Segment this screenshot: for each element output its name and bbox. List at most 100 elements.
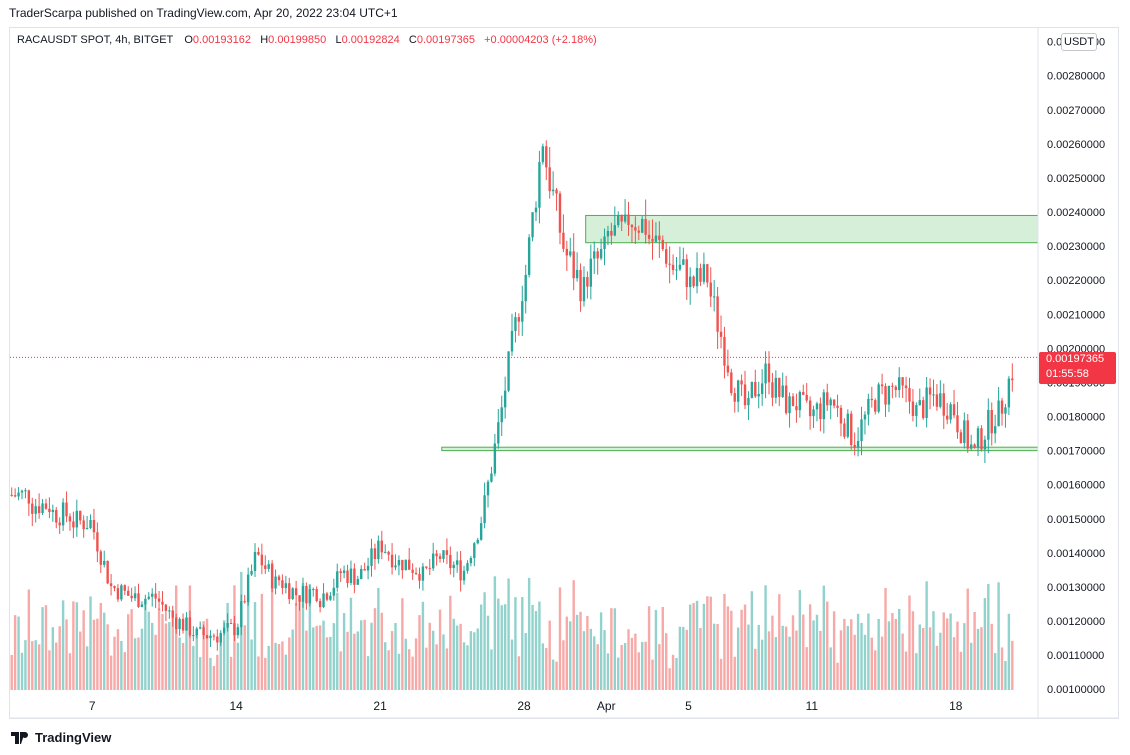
- volume-bar: [322, 620, 325, 690]
- volume-bar: [318, 625, 322, 690]
- candle-body: [212, 635, 216, 637]
- volume-bar: [699, 627, 702, 690]
- candle-body: [497, 422, 500, 444]
- volume-bar: [178, 637, 181, 690]
- candle-body: [325, 593, 329, 600]
- volume-bar: [72, 601, 75, 690]
- volume-bar: [325, 637, 329, 690]
- volume-bar: [264, 657, 267, 690]
- candle-body: [411, 569, 414, 573]
- candle-body: [764, 363, 767, 384]
- volume-bar: [774, 637, 778, 690]
- volume-bar: [853, 634, 856, 690]
- volume-bar: [788, 636, 791, 690]
- candle-body: [716, 296, 719, 332]
- candles: [10, 140, 1014, 651]
- volume-bar: [922, 628, 925, 690]
- volume-bar: [85, 646, 89, 690]
- candle-body: [20, 490, 24, 493]
- candle-body: [394, 565, 397, 568]
- candle-body: [298, 595, 301, 602]
- candle-body: [490, 473, 493, 482]
- volume-bar: [346, 631, 349, 690]
- candle-body: [486, 481, 490, 496]
- candle-body: [630, 224, 634, 228]
- volume-bar: [387, 650, 390, 690]
- volume-bar: [534, 611, 538, 690]
- candle-body: [815, 403, 819, 410]
- high-label: H: [260, 34, 269, 46]
- candle-body: [274, 576, 277, 589]
- volume-bar: [647, 606, 651, 690]
- volume-bar: [404, 638, 407, 690]
- candle-body: [891, 385, 894, 387]
- volume-bar: [1007, 613, 1011, 690]
- volume-bar: [58, 626, 61, 690]
- volume-bar: [901, 633, 904, 690]
- volume-bar: [993, 653, 997, 690]
- candle-body: [147, 596, 150, 599]
- last-price-tag: 0.00197365 01:55:58: [1039, 352, 1116, 384]
- candle-body: [760, 383, 764, 395]
- volume-bar: [928, 627, 932, 690]
- volume-bar: [620, 644, 623, 690]
- price-tick-label: 0.00250000: [1047, 173, 1105, 185]
- candle-body: [34, 506, 37, 514]
- volume-bar: [808, 604, 812, 690]
- volume-bar: [716, 624, 719, 690]
- price-tick-label: 0.00230000: [1047, 241, 1105, 253]
- candle-body: [942, 393, 945, 416]
- candle-body: [791, 396, 795, 407]
- volume-bar: [956, 621, 959, 690]
- tradingview-branding[interactable]: TradingView: [11, 730, 111, 745]
- volume-bar: [952, 637, 956, 690]
- price-tick-label: 0.00130000: [1047, 582, 1105, 594]
- candle-body: [527, 237, 531, 275]
- volume-bar: [277, 644, 281, 690]
- candle-body: [404, 559, 407, 571]
- volume-bar: [260, 593, 264, 690]
- candle-body: [839, 407, 843, 424]
- candle-body: [593, 251, 596, 259]
- candle-body: [654, 235, 658, 242]
- candle-body: [877, 384, 880, 412]
- volume-bar: [969, 642, 973, 690]
- volume-bar: [558, 587, 562, 690]
- volume-bar: [517, 656, 521, 690]
- volume-bar: [185, 617, 188, 690]
- candle-body: [822, 392, 826, 420]
- candle-body: [507, 351, 510, 391]
- candle-body: [935, 394, 939, 407]
- volume-bar: [730, 610, 733, 690]
- candle-body: [551, 189, 555, 192]
- symbol-label[interactable]: RACAUSDT SPOT, 4h, BITGET: [17, 34, 174, 46]
- candle-body: [503, 390, 507, 408]
- volume-bar: [706, 596, 709, 690]
- candle-body: [963, 420, 966, 444]
- volume-bar: [569, 621, 572, 690]
- volume-bar: [939, 632, 942, 690]
- currency-button[interactable]: USDT: [1061, 33, 1097, 51]
- candle-body: [884, 386, 887, 405]
- price-tick-label: 0.00140000: [1047, 548, 1105, 560]
- volume-bar: [736, 627, 740, 690]
- candle-body: [127, 590, 130, 596]
- candle-body: [469, 558, 473, 564]
- candle-body: [61, 502, 65, 526]
- volume-bar: [911, 611, 915, 690]
- volume-bar: [44, 605, 48, 690]
- candle-body: [808, 400, 812, 417]
- candle-body: [541, 146, 545, 163]
- candle-body: [476, 539, 479, 544]
- candle-body: [435, 553, 438, 557]
- candle-body: [243, 601, 246, 603]
- candle-body: [500, 407, 503, 423]
- volume-bar: [216, 654, 219, 690]
- volume-bar: [719, 658, 723, 690]
- candle-body: [819, 403, 822, 420]
- candle-body: [572, 251, 575, 279]
- bar-countdown: 01:55:58: [1046, 368, 1089, 380]
- candle-body: [743, 384, 747, 406]
- candle-body: [222, 627, 226, 633]
